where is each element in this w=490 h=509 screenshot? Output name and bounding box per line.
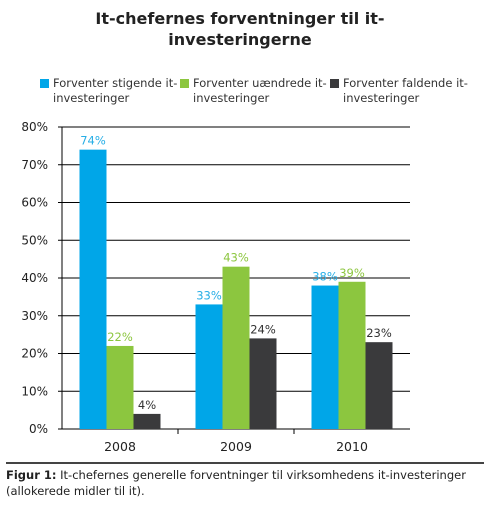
bar [311,285,339,429]
caption-label: Figur 1: [6,468,57,482]
bar [338,281,366,429]
y-tick-label: 40% [21,271,48,285]
y-tick-label: 10% [21,384,48,398]
legend-label-faldende: Forventer faldende it-investeringer [343,76,468,105]
data-label: 74% [80,134,106,148]
bar [365,342,393,429]
y-tick-label: 20% [21,347,48,361]
caption-text: It-chefernes generelle forventninger til… [6,468,466,498]
data-label: 43% [223,251,249,265]
chart-title: It-chefernes forventninger til it-invest… [95,9,385,49]
bar-chart: 0% 10% 20% 30% 40% 50% 60% 70% 80% 74% 22% 4% 2008 33… [21,120,410,454]
data-label: 22% [107,330,133,344]
data-label: 24% [250,322,276,336]
x-tick-label: 2010 [336,439,368,454]
bar [79,149,107,429]
figure-caption: Figur 1: It-chefernes generelle forventn… [6,462,484,499]
y-tick-label: 0% [29,422,48,436]
data-label: 38% [312,270,338,284]
bar [249,338,277,429]
bar [133,413,161,429]
x-tick-label: 2009 [220,439,252,454]
y-tick-label: 30% [21,309,48,323]
x-tick-label: 2008 [104,439,136,454]
data-label: 23% [366,326,392,340]
legend-label-uaendrede: Forventer uændrede it-investeringer [193,76,327,105]
legend-label-stigende: Forventer stigende it-investeringer [53,76,178,105]
data-label: 33% [196,288,222,302]
data-label: 39% [339,266,365,280]
bar [222,266,250,429]
bar [106,345,134,429]
legend-swatch-stigende [40,79,49,88]
y-tick-label: 50% [21,233,48,247]
y-tick-label: 70% [21,158,48,172]
legend-swatch-uaendrede [180,79,189,88]
bar [195,304,223,429]
y-tick-label: 80% [21,120,48,134]
legend-swatch-faldende [330,79,339,88]
data-label: 4% [138,398,156,412]
y-tick-label: 60% [21,196,48,210]
